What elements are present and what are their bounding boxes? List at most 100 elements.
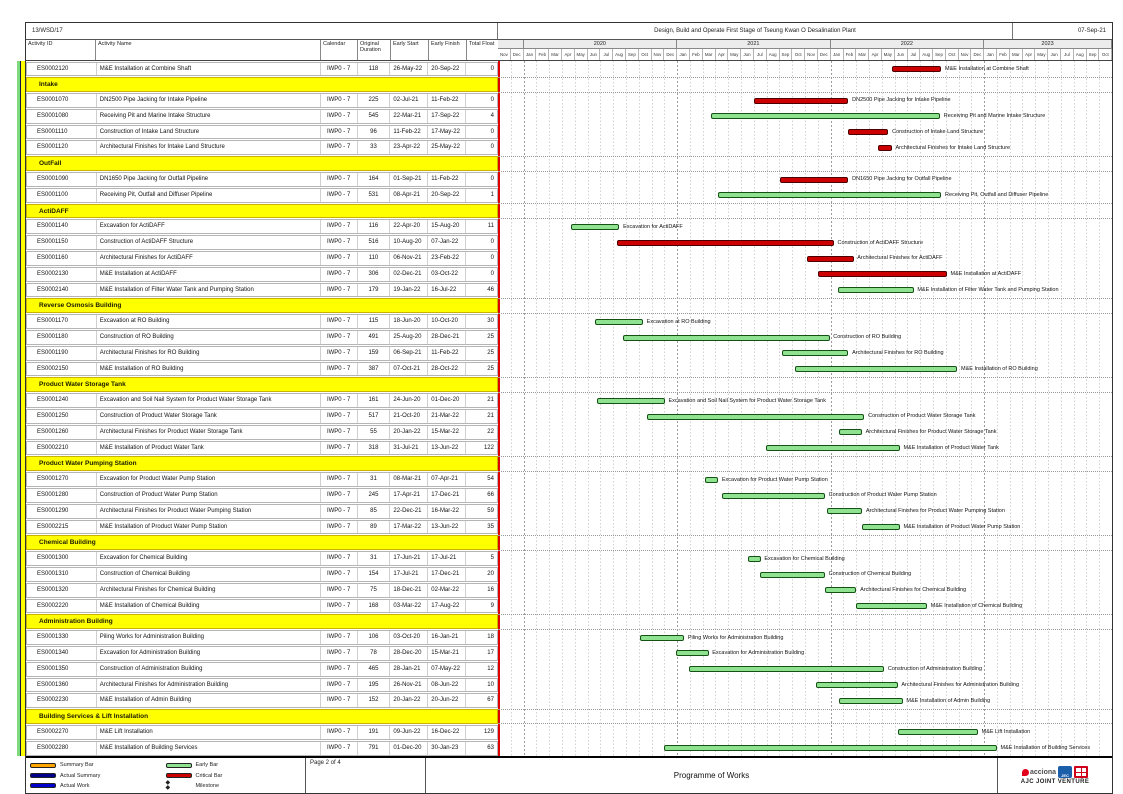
section-chart-strip <box>498 76 1112 93</box>
month-label: Jan <box>984 49 998 60</box>
activity-id: ES0001170 <box>27 315 97 329</box>
activity-calendar: IWP0 - 7 <box>321 109 358 123</box>
section-chart-strip <box>498 203 1112 219</box>
early-bar <box>647 413 865 420</box>
section-title: Chemical Building <box>39 539 96 547</box>
acciona-logo: acciona <box>1021 768 1056 776</box>
activity-duration: 164 <box>358 173 391 186</box>
section-title: ActiDAFF <box>39 207 69 215</box>
month-label: Jul <box>600 49 614 60</box>
month-label: Jun <box>1048 49 1062 60</box>
activity-id: ES0002220 <box>27 599 97 613</box>
legend-item-early-bar: Early Bar <box>165 762 302 768</box>
month-gridline <box>932 61 934 757</box>
month-label: Dec <box>664 49 678 60</box>
early-bar <box>856 603 928 610</box>
critical-bar <box>807 255 854 262</box>
activity-id: ES0001110 <box>27 125 97 139</box>
month-row: Nov Dec Jan Feb Mar Apr May Jun Jul Aug Sep Oct Nov D… <box>498 49 1113 60</box>
activity-early-finish: 13-Jun-22 <box>428 520 467 534</box>
year-gridline <box>523 61 525 757</box>
critical-bar <box>891 66 942 72</box>
activity-total-float: 0 <box>490 128 494 135</box>
activity-id: ES0001360 <box>27 678 97 692</box>
section-row: Building Services & Lift Installation <box>26 708 1112 725</box>
activity-early-finish: 16-Jul-22 <box>428 283 467 297</box>
activity-calendar: IWP0 - 7 <box>321 346 358 360</box>
activity-calendar: IWP0 - 7 <box>321 441 358 455</box>
month-label: Aug <box>613 49 626 60</box>
activity-early-finish: 07-May-22 <box>428 662 467 676</box>
bar-label: M&E Installation of Admin Building <box>906 697 991 704</box>
activity-early-finish: 11-Feb-22 <box>428 94 467 107</box>
activity-duration: 89 <box>358 520 391 534</box>
band-green <box>17 61 20 757</box>
activity-early-finish: 11-Feb-22 <box>428 173 467 186</box>
activity-chart-cell: M&E Installation of Building Services <box>498 740 1112 756</box>
activity-early-start: 25-Aug-20 <box>390 331 429 344</box>
report-title: Design, Build and Operate First Stage of… <box>654 28 856 34</box>
month-gridline <box>856 61 858 757</box>
activity-id: ES0001300 <box>27 552 97 565</box>
activity-total-float: 67 <box>487 697 494 704</box>
activity-total-float: 17 <box>487 649 494 656</box>
activity-chart-cell: Construction of Product Water Pump Stati… <box>498 488 1112 504</box>
activity-total-float: 12 <box>487 665 494 672</box>
activity-id: ES0002140 <box>27 283 97 297</box>
activity-id: ES0001180 <box>27 331 97 344</box>
activity-name: Construction of ActiDAFF Structure <box>97 236 321 250</box>
month-gridline <box>753 61 755 757</box>
activity-early-finish: 02-Mar-22 <box>428 583 467 597</box>
month-label: Jun <box>741 49 754 60</box>
activity-calendar: IWP0 - 7 <box>321 331 358 344</box>
activity-row: ES0001160 Architectural Finishes for Acti… <box>26 251 1112 267</box>
activity-early-finish: 15-Mar-21 <box>428 646 467 660</box>
month-label: Apr <box>716 49 729 60</box>
activity-early-finish: 15-Aug-20 <box>428 220 467 234</box>
activity-early-start: 10-Aug-20 <box>390 236 429 250</box>
activity-name: Excavation and Soil Nail System for Prod… <box>97 394 321 408</box>
early-bar <box>664 745 997 752</box>
bar-label: Architectural Finishes for Product Water… <box>865 429 997 436</box>
activity-total-float: 0 <box>490 255 494 262</box>
month-label: Apr <box>869 49 882 60</box>
month-gridline <box>510 61 512 757</box>
bar-label: Architectural Finishes for Product Water… <box>866 508 1005 515</box>
activity-calendar: IWP0 - 7 <box>321 220 358 234</box>
month-label: Nov <box>652 49 665 60</box>
month-label: Oct <box>946 49 959 60</box>
month-gridline <box>561 61 563 757</box>
activity-row: ES0001080 Receiving Pit and Marine Intake… <box>26 108 1112 124</box>
activity-duration: 191 <box>358 725 391 739</box>
activity-early-start: 22-Apr-20 <box>390 220 429 234</box>
activity-calendar: IWP0 - 7 <box>321 252 358 265</box>
activity-name: DN1650 Pipe Jacking for Outfall Pipeline <box>97 173 321 186</box>
activity-duration: 465 <box>358 662 391 676</box>
bar-label: Architectural Finishes for Intake Land S… <box>895 144 1011 151</box>
activity-early-start: 26-Nov-21 <box>390 678 429 692</box>
activity-early-finish: 20-Sep-22 <box>428 62 467 76</box>
activity-calendar: IWP0 - 7 <box>321 568 358 581</box>
year-label <box>498 40 524 48</box>
section-title: Building Services & Lift Installation <box>39 713 149 721</box>
critical-bar <box>848 129 889 136</box>
month-gridline <box>1099 61 1101 757</box>
early-bar <box>897 729 978 736</box>
activity-chart-cell: M&E Installation of Admin Building <box>498 693 1112 709</box>
activity-chart-cell: Excavation for Product Water Pump Statio… <box>498 472 1112 488</box>
month-gridline <box>741 61 743 757</box>
early-bar-swatch <box>165 762 192 768</box>
legend-item-milestone: ◆ ◆ Milestone <box>166 780 302 791</box>
activity-name: Receiving Pit and Marine Intake Structur… <box>97 109 321 123</box>
activity-calendar: IWP0 - 7 <box>321 425 358 439</box>
activity-early-finish: 17-Dec-21 <box>428 489 467 502</box>
activity-total-float: 20 <box>487 571 494 577</box>
activity-early-start: 28-Jan-21 <box>390 662 429 676</box>
month-gridline <box>613 61 615 757</box>
month-label: Jun <box>895 49 908 60</box>
month-gridline <box>1048 61 1050 757</box>
activity-id: ES0001250 <box>27 410 97 423</box>
activity-early-start: 07-Oct-21 <box>390 362 429 376</box>
activity-name: M&E Installation of Product Water Tank <box>97 441 321 455</box>
activity-total-float: 30 <box>487 318 494 325</box>
